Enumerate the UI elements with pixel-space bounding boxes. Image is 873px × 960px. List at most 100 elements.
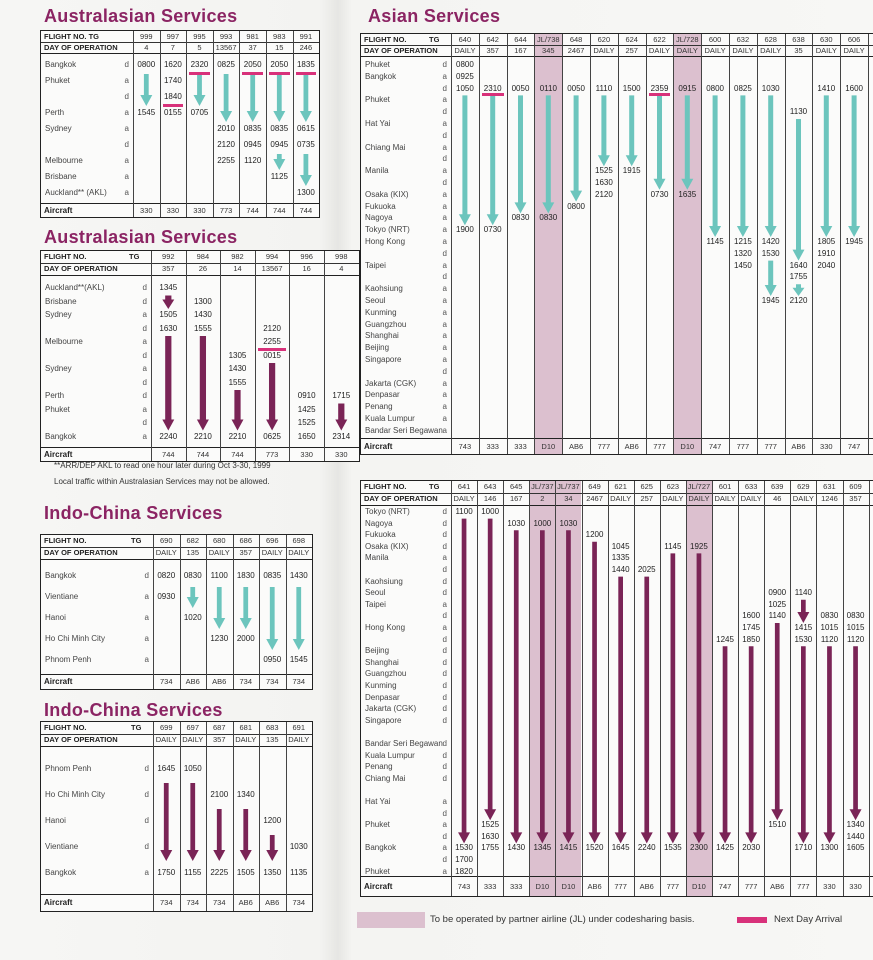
arrival-departure-marker: d — [124, 92, 129, 101]
arrival-departure-marker: d — [442, 669, 447, 679]
flight-time: 2359 — [650, 83, 669, 93]
day-of-operation: 135 — [186, 548, 199, 557]
header-divider — [361, 493, 873, 494]
station-name: Taipei — [365, 599, 386, 609]
day-of-operation: DAILY — [610, 494, 632, 503]
flight-route-arrow — [614, 576, 627, 844]
flight-number: 687 — [212, 723, 226, 732]
arrival-departure-marker: d — [142, 283, 147, 292]
carrier-code: TG — [429, 482, 440, 491]
aircraft-type: AB6 — [587, 882, 602, 892]
aircraft-type: 744 — [299, 206, 313, 215]
aircraft-type: 734 — [265, 677, 279, 686]
arrival-departure-marker: d — [144, 842, 149, 851]
aircraft-type: 744 — [231, 450, 244, 459]
station-name: Kunming — [365, 307, 397, 317]
arrival-departure-marker: d — [442, 657, 447, 667]
arrival-departure-marker: a — [442, 296, 447, 305]
station-name: Auckland**(AKL) — [45, 283, 105, 292]
carrier-code: TG — [129, 252, 140, 261]
flight-number: 623 — [666, 482, 680, 491]
arrival-departure-marker: d — [442, 704, 447, 714]
flight-number: 995 — [193, 32, 206, 41]
flight-number: 681 — [239, 723, 252, 732]
flight-number: 606 — [847, 35, 861, 44]
flight-time: 1740 — [163, 76, 182, 85]
day-of-operation: DAILY — [662, 494, 684, 503]
flight-time: 1600 — [845, 83, 863, 93]
flight-route-arrow — [231, 390, 244, 431]
flight-time: 1630 — [595, 178, 613, 187]
australasian-services-title-1: Australasian Services — [44, 6, 238, 26]
column-divider — [220, 251, 222, 461]
flight-time: 0910 — [297, 391, 316, 400]
arrival-departure-marker: a — [442, 119, 447, 128]
next-day-arrival-marker — [242, 72, 263, 75]
flight-time: 1425 — [716, 843, 734, 853]
aircraft-type: AB6 — [185, 677, 200, 686]
aircraft-label: Aircraft — [364, 882, 393, 892]
station-name: Osaka (KIX) — [365, 541, 409, 551]
flight-time: 1135 — [290, 868, 308, 877]
flight-number: 620 — [597, 35, 611, 44]
flight-number: 645 — [509, 482, 523, 491]
flight-route-arrow — [246, 74, 259, 122]
station-name: Melbourne — [45, 337, 83, 346]
flight-route-arrow — [542, 95, 555, 214]
arrival-departure-marker: d — [142, 350, 147, 360]
flight-number: 993 — [219, 32, 233, 41]
station-name: Manila — [365, 166, 389, 176]
flight-time: 1430 — [289, 571, 308, 580]
arrival-departure-marker: a — [124, 156, 129, 165]
flight-number: 691 — [292, 723, 305, 732]
station-name: Sydney — [45, 124, 72, 133]
arrival-departure-marker: a — [442, 599, 447, 609]
day-of-operation: DAILY — [688, 494, 710, 503]
arrival-departure-marker: d — [144, 571, 149, 580]
aircraft-type: 743 — [458, 441, 472, 451]
flight-time: 1215 — [734, 237, 752, 246]
arrival-departure-marker: a — [442, 425, 447, 435]
aircraft-type: 333 — [486, 441, 499, 451]
day-of-operation: DAILY — [815, 46, 837, 55]
arrival-departure-marker: a — [144, 634, 149, 643]
day-of-operation: 357 — [162, 264, 175, 273]
flight-time: 1345 — [159, 283, 178, 292]
flight-number: 697 — [186, 723, 199, 732]
flight-time: 0615 — [296, 124, 315, 133]
column-divider — [289, 251, 291, 461]
arrival-departure-marker: d — [442, 646, 447, 656]
flight-number: 698 — [292, 536, 305, 545]
flight-time: 1050 — [456, 83, 474, 93]
flight-time: 1525 — [481, 820, 500, 830]
asian-timetable-outbound: FLIGHT NO. TG DAY OF OPERATION Aircraft Phuk… — [360, 33, 873, 455]
flight-time: 0835 — [263, 571, 282, 580]
flight-route-arrow — [771, 623, 784, 821]
header-divider — [41, 42, 320, 43]
flight-route-arrow — [292, 587, 305, 650]
arrival-departure-marker: d — [142, 391, 147, 400]
column-divider — [451, 481, 452, 897]
flight-time: 1645 — [157, 764, 176, 773]
column-divider — [186, 31, 188, 217]
flight-number: 999 — [140, 32, 153, 41]
flight-time: 0945 — [270, 140, 289, 149]
arrival-departure-marker: a — [144, 655, 149, 664]
flight-time: 0050 — [511, 83, 530, 93]
column-divider — [790, 481, 792, 897]
aircraft-type: 734 — [159, 677, 173, 686]
aircraft-type: AB6 — [639, 882, 654, 892]
flight-time: 1340 — [236, 790, 255, 799]
day-of-operation: DAILY — [454, 46, 476, 55]
flight-time: 2050 — [243, 60, 262, 69]
column-divider — [259, 722, 260, 911]
arrival-departure-marker: a — [442, 95, 447, 105]
column-divider — [239, 31, 241, 217]
flight-route-arrow — [719, 646, 732, 844]
aircraft-label: Aircraft — [44, 206, 73, 215]
day-of-operation: 13567 — [215, 43, 237, 52]
station-name: Singapore — [365, 715, 402, 725]
aircraft-row-border — [41, 447, 359, 448]
indo-china-timetable-outbound: FLIGHT NO. TG DAY OF OPERATION Aircraft Bang… — [40, 534, 313, 690]
flight-arrows-layer — [458, 95, 861, 296]
